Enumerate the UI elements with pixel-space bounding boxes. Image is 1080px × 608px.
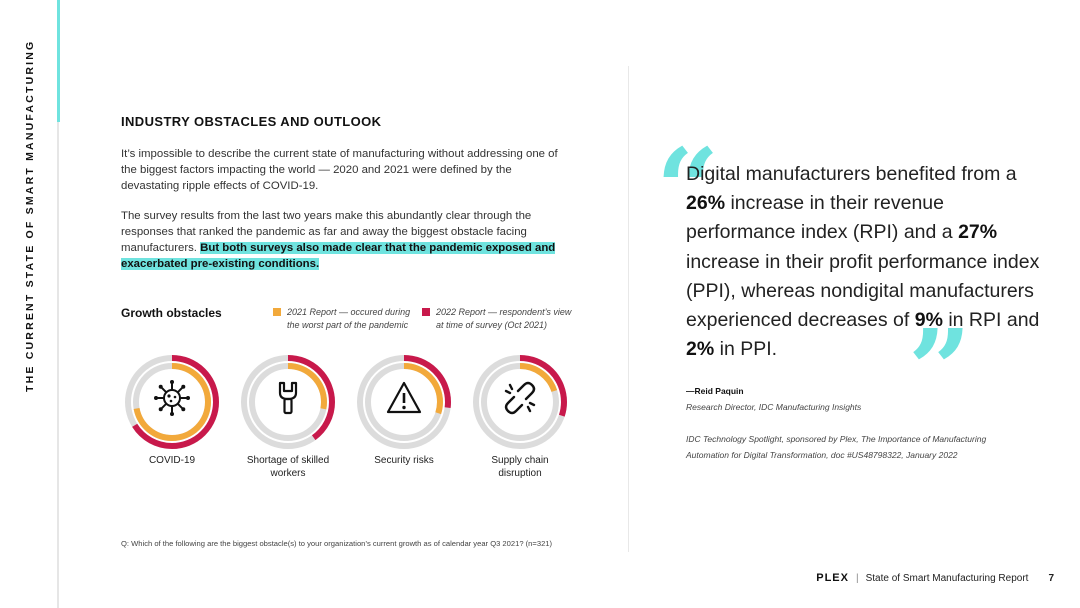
arc-2021 [365,363,443,441]
open-quote-mark: “ [656,124,720,253]
donut-supply-chain [470,352,570,452]
plex-logo: PLEX [816,572,849,584]
intro-paragraph: It’s impossible to describe the current … [121,148,558,192]
left-rail: THE CURRENT STATE OF SMART MANUFACTURING [0,0,60,608]
survey-paragraph: The survey results from the last two yea… [121,208,571,272]
donut-covid [122,352,222,452]
donut-covid-ring [125,355,219,449]
quote-source: IDC Technology Spotlight, sponsored by P… [686,434,987,460]
growth-obstacles-title: Growth obstacles [121,306,222,320]
rail-accent-bar [57,0,60,122]
page-number: 7 [1048,572,1054,584]
survey-footnote: Q: Which of the following are the bigges… [121,539,553,548]
donut-label-security-risks: Security risks [374,455,434,466]
legend-2021: 2021 Report — occured during the worst p… [273,306,413,332]
arc-2021 [249,363,327,441]
close-quote-mark: ” [908,305,972,434]
donut-label-skilled-workers: Shortage of skilled workers [246,455,330,479]
legend-2022: 2022 Report — respondent’s view at time … [422,306,572,332]
donut-security-risks [354,352,454,452]
virus-icon [154,380,190,416]
donut-label-covid: COVID-19 [148,455,196,466]
legend-2021-swatch [273,308,281,316]
quote-text-segment: in PPI. [714,338,778,361]
pull-quote: Digital manufacturers benefited from a 2… [686,160,1046,364]
arc-2022 [357,355,451,449]
quote-author: —Reid Paquin [686,386,744,396]
legend-2021-label: 2021 Report — occured during the worst p… [287,307,411,330]
sidebar-title: THE CURRENT STATE OF SMART MANUFACTURING [24,39,36,392]
wrench-icon [278,381,298,415]
arc-2022 [473,355,567,449]
arc-2022 [125,355,219,449]
warning-triangle-icon [386,381,422,414]
survey-paragraph-text: The survey results from the last two yea… [121,210,532,254]
donut-label-supply-chain: Supply chain disruption [491,455,549,479]
donut-supply-chain-ring [473,355,567,449]
quote-stat: 26% [686,192,726,215]
footer-separator: | [855,572,859,584]
quote-stat: 9% [914,309,943,332]
section-heading: INDUSTRY OBSTACLES AND OUTLOOK [121,114,382,129]
quote-author-role: Research Director, IDC Manufacturing Ins… [686,402,862,412]
quote-stat: 2% [686,338,715,361]
page-footer: PLEX | State of Smart Manufacturing Repo… [816,572,1054,584]
donut-skilled-workers [238,352,338,452]
arc-2022 [241,355,335,449]
quote-stat: 27% [958,221,998,244]
arc-2021 [133,363,211,441]
legend-2022-swatch [422,308,430,316]
report-name: State of Smart Manufacturing Report [865,572,1029,584]
donut-skilled-workers-ring [241,355,335,449]
broken-link-icon [504,381,536,415]
legend-2022-label: 2022 Report — respondent’s view at time … [436,307,572,330]
column-divider [628,66,629,552]
arc-2021 [481,363,559,441]
quote-text-segment: increase in their profit performance ind… [686,250,1040,332]
rail-line [57,0,59,608]
quote-text-segment: Digital manufacturers benefited from a [686,163,1017,185]
quote-text-segment: increase in their revenue performance in… [686,192,959,244]
donut-security-risks-ring [357,355,451,449]
quote-text-segment: in RPI and [942,309,1040,332]
